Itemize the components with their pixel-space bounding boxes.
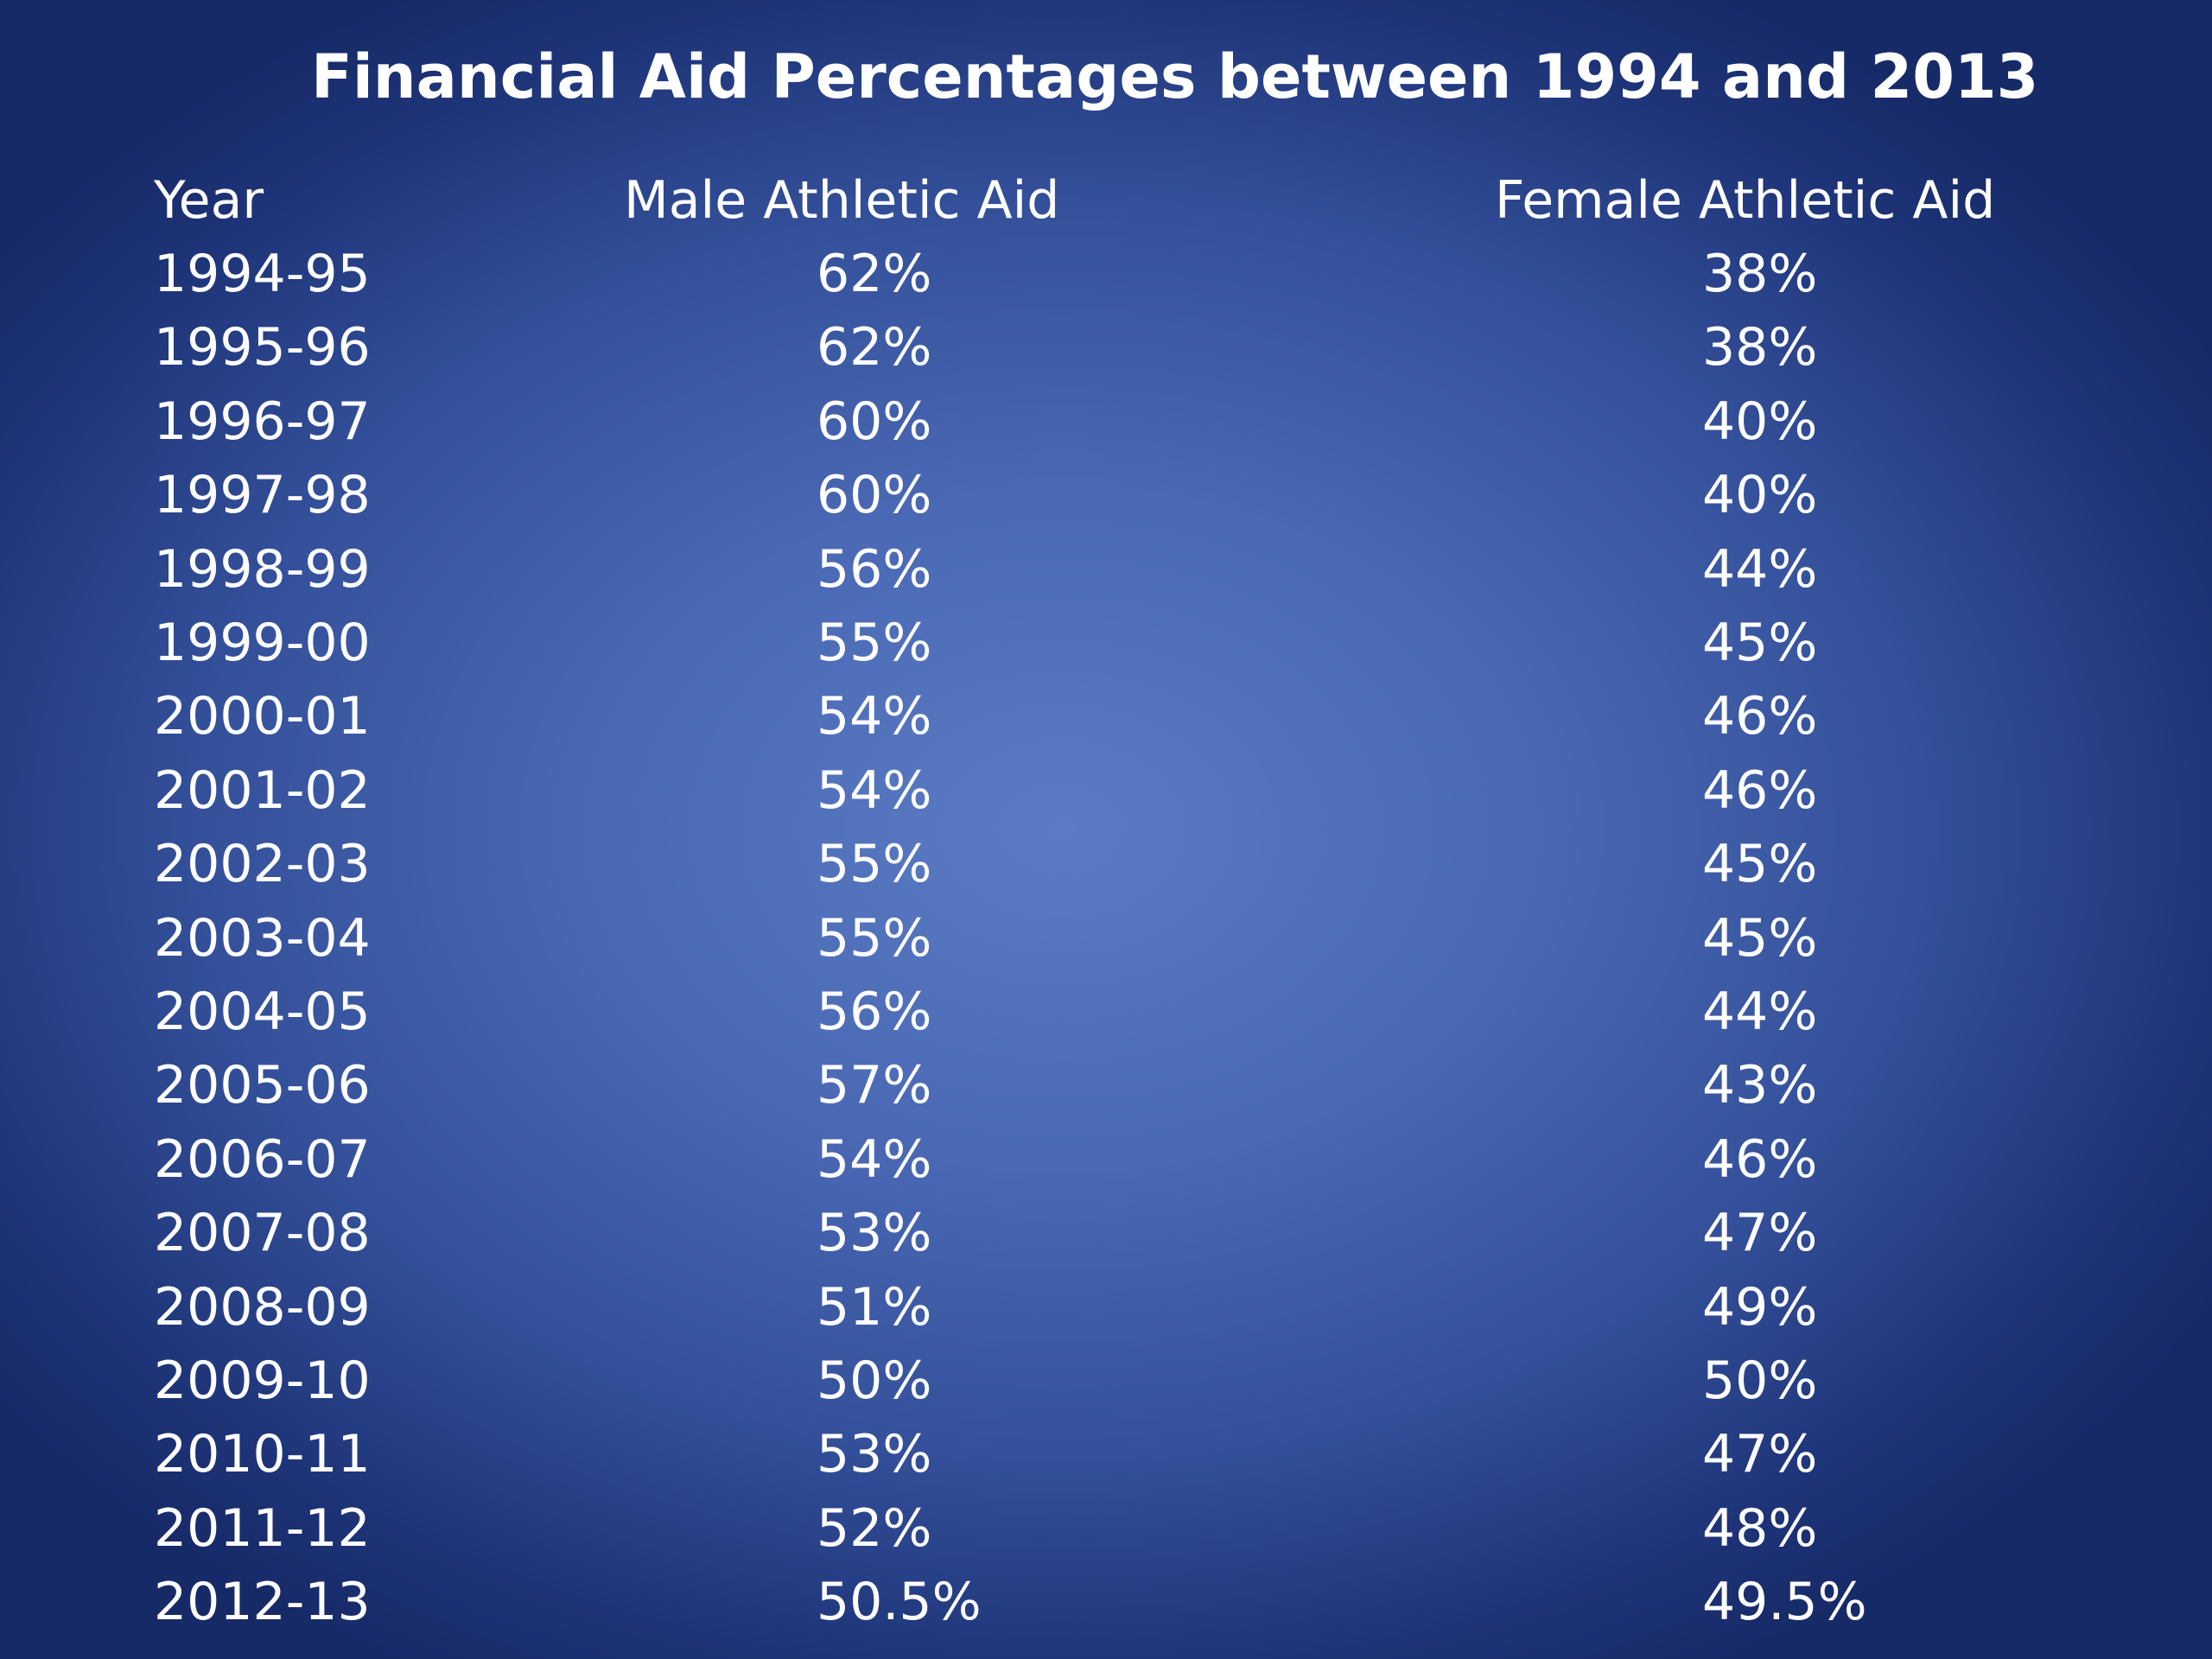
female-aid-cell: 49%	[1702, 1276, 1818, 1338]
header-year: Year	[154, 170, 264, 231]
table-row: 1995-96 62% 38%	[0, 311, 2212, 385]
table-row: 2001-02 54% 46%	[0, 754, 2212, 828]
table-row: 1996-97 60% 40%	[0, 385, 2212, 459]
table-row: 2002-03 55% 45%	[0, 828, 2212, 901]
page-title: Financial Aid Percentages between 1994 a…	[311, 41, 2039, 112]
table-row: 2009-10 50% 50%	[0, 1344, 2212, 1418]
female-aid-cell: 43%	[1702, 1055, 1818, 1116]
year-cell: 2000-01	[154, 686, 371, 747]
male-aid-cell: 53%	[817, 1424, 932, 1485]
male-aid-cell: 56%	[817, 538, 932, 600]
male-aid-cell: 56%	[817, 982, 932, 1042]
table-row: 2011-12 52% 48%	[0, 1492, 2212, 1566]
year-cell: 1998-99	[154, 538, 371, 600]
year-cell: 1999-00	[154, 613, 371, 673]
year-cell: 2010-11	[154, 1424, 371, 1485]
female-aid-cell: 47%	[1702, 1203, 1818, 1264]
year-cell: 2001-02	[154, 760, 371, 821]
male-aid-cell: 54%	[817, 1128, 932, 1190]
table-row: 2005-06 57% 43%	[0, 1049, 2212, 1122]
year-cell: 2011-12	[154, 1497, 371, 1559]
year-cell: 2004-05	[154, 982, 371, 1042]
female-aid-cell: 40%	[1702, 391, 1818, 452]
male-aid-cell: 54%	[817, 686, 932, 747]
year-cell: 1996-97	[154, 391, 371, 452]
table-header: Year Male Athletic Aid Female Athletic A…	[0, 164, 2212, 238]
female-aid-cell: 48%	[1702, 1497, 1818, 1559]
table-row: 1999-00 55% 45%	[0, 607, 2212, 680]
year-cell: 1994-95	[154, 244, 371, 304]
female-aid-cell: 46%	[1702, 760, 1818, 821]
header-male-athletic-aid: Male Athletic Aid	[624, 170, 1060, 231]
year-cell: 2009-10	[154, 1351, 371, 1411]
year-cell: 1995-96	[154, 317, 371, 378]
year-cell: 2006-07	[154, 1128, 371, 1190]
male-aid-cell: 50.5%	[817, 1572, 982, 1633]
female-aid-cell: 45%	[1702, 613, 1818, 673]
table-row: 2003-04 55% 45%	[0, 902, 2212, 976]
male-aid-cell: 50%	[817, 1351, 932, 1411]
table-row: 1994-95 62% 38%	[0, 238, 2212, 311]
male-aid-cell: 60%	[817, 391, 932, 452]
female-aid-cell: 38%	[1702, 317, 1818, 378]
table-row: 1997-98 60% 40%	[0, 459, 2212, 532]
female-aid-cell: 40%	[1702, 465, 1818, 526]
year-cell: 1997-98	[154, 465, 371, 526]
table-row: 2008-09 51% 49%	[0, 1271, 2212, 1344]
male-aid-cell: 54%	[817, 760, 932, 821]
male-aid-cell: 62%	[817, 317, 932, 378]
male-aid-cell: 62%	[817, 244, 932, 304]
female-aid-cell: 44%	[1702, 538, 1818, 600]
male-aid-cell: 57%	[817, 1055, 932, 1116]
male-aid-cell: 51%	[817, 1276, 932, 1338]
female-aid-cell: 45%	[1702, 834, 1818, 895]
female-aid-cell: 44%	[1702, 982, 1818, 1042]
table-row: 1998-99 56% 44%	[0, 533, 2212, 607]
year-cell: 2002-03	[154, 834, 371, 895]
table-row: 2012-13 50.5% 49.5%	[0, 1566, 2212, 1639]
year-cell: 2005-06	[154, 1055, 371, 1116]
male-aid-cell: 60%	[817, 465, 932, 526]
male-aid-cell: 55%	[817, 834, 932, 895]
female-aid-cell: 47%	[1702, 1424, 1818, 1485]
male-aid-cell: 52%	[817, 1497, 932, 1559]
year-cell: 2008-09	[154, 1276, 371, 1338]
table-row: 2006-07 54% 46%	[0, 1123, 2212, 1197]
male-aid-cell: 53%	[817, 1203, 932, 1264]
male-aid-cell: 55%	[817, 613, 932, 673]
header-female-athletic-aid: Female Athletic Aid	[1495, 170, 1996, 231]
table-row: 2000-01 54% 46%	[0, 680, 2212, 753]
year-cell: 2007-08	[154, 1203, 371, 1264]
female-aid-cell: 46%	[1702, 1128, 1818, 1190]
female-aid-cell: 49.5%	[1702, 1572, 1867, 1633]
female-aid-cell: 46%	[1702, 686, 1818, 747]
table-row: 2010-11 53% 47%	[0, 1418, 2212, 1491]
year-cell: 2003-04	[154, 907, 371, 969]
table-row: 2004-05 56% 44%	[0, 976, 2212, 1049]
female-aid-cell: 50%	[1702, 1351, 1818, 1411]
table-row: 2007-08 53% 47%	[0, 1197, 2212, 1270]
male-aid-cell: 55%	[817, 907, 932, 969]
year-cell: 2012-13	[154, 1572, 371, 1633]
female-aid-cell: 45%	[1702, 907, 1818, 969]
female-aid-cell: 38%	[1702, 244, 1818, 304]
